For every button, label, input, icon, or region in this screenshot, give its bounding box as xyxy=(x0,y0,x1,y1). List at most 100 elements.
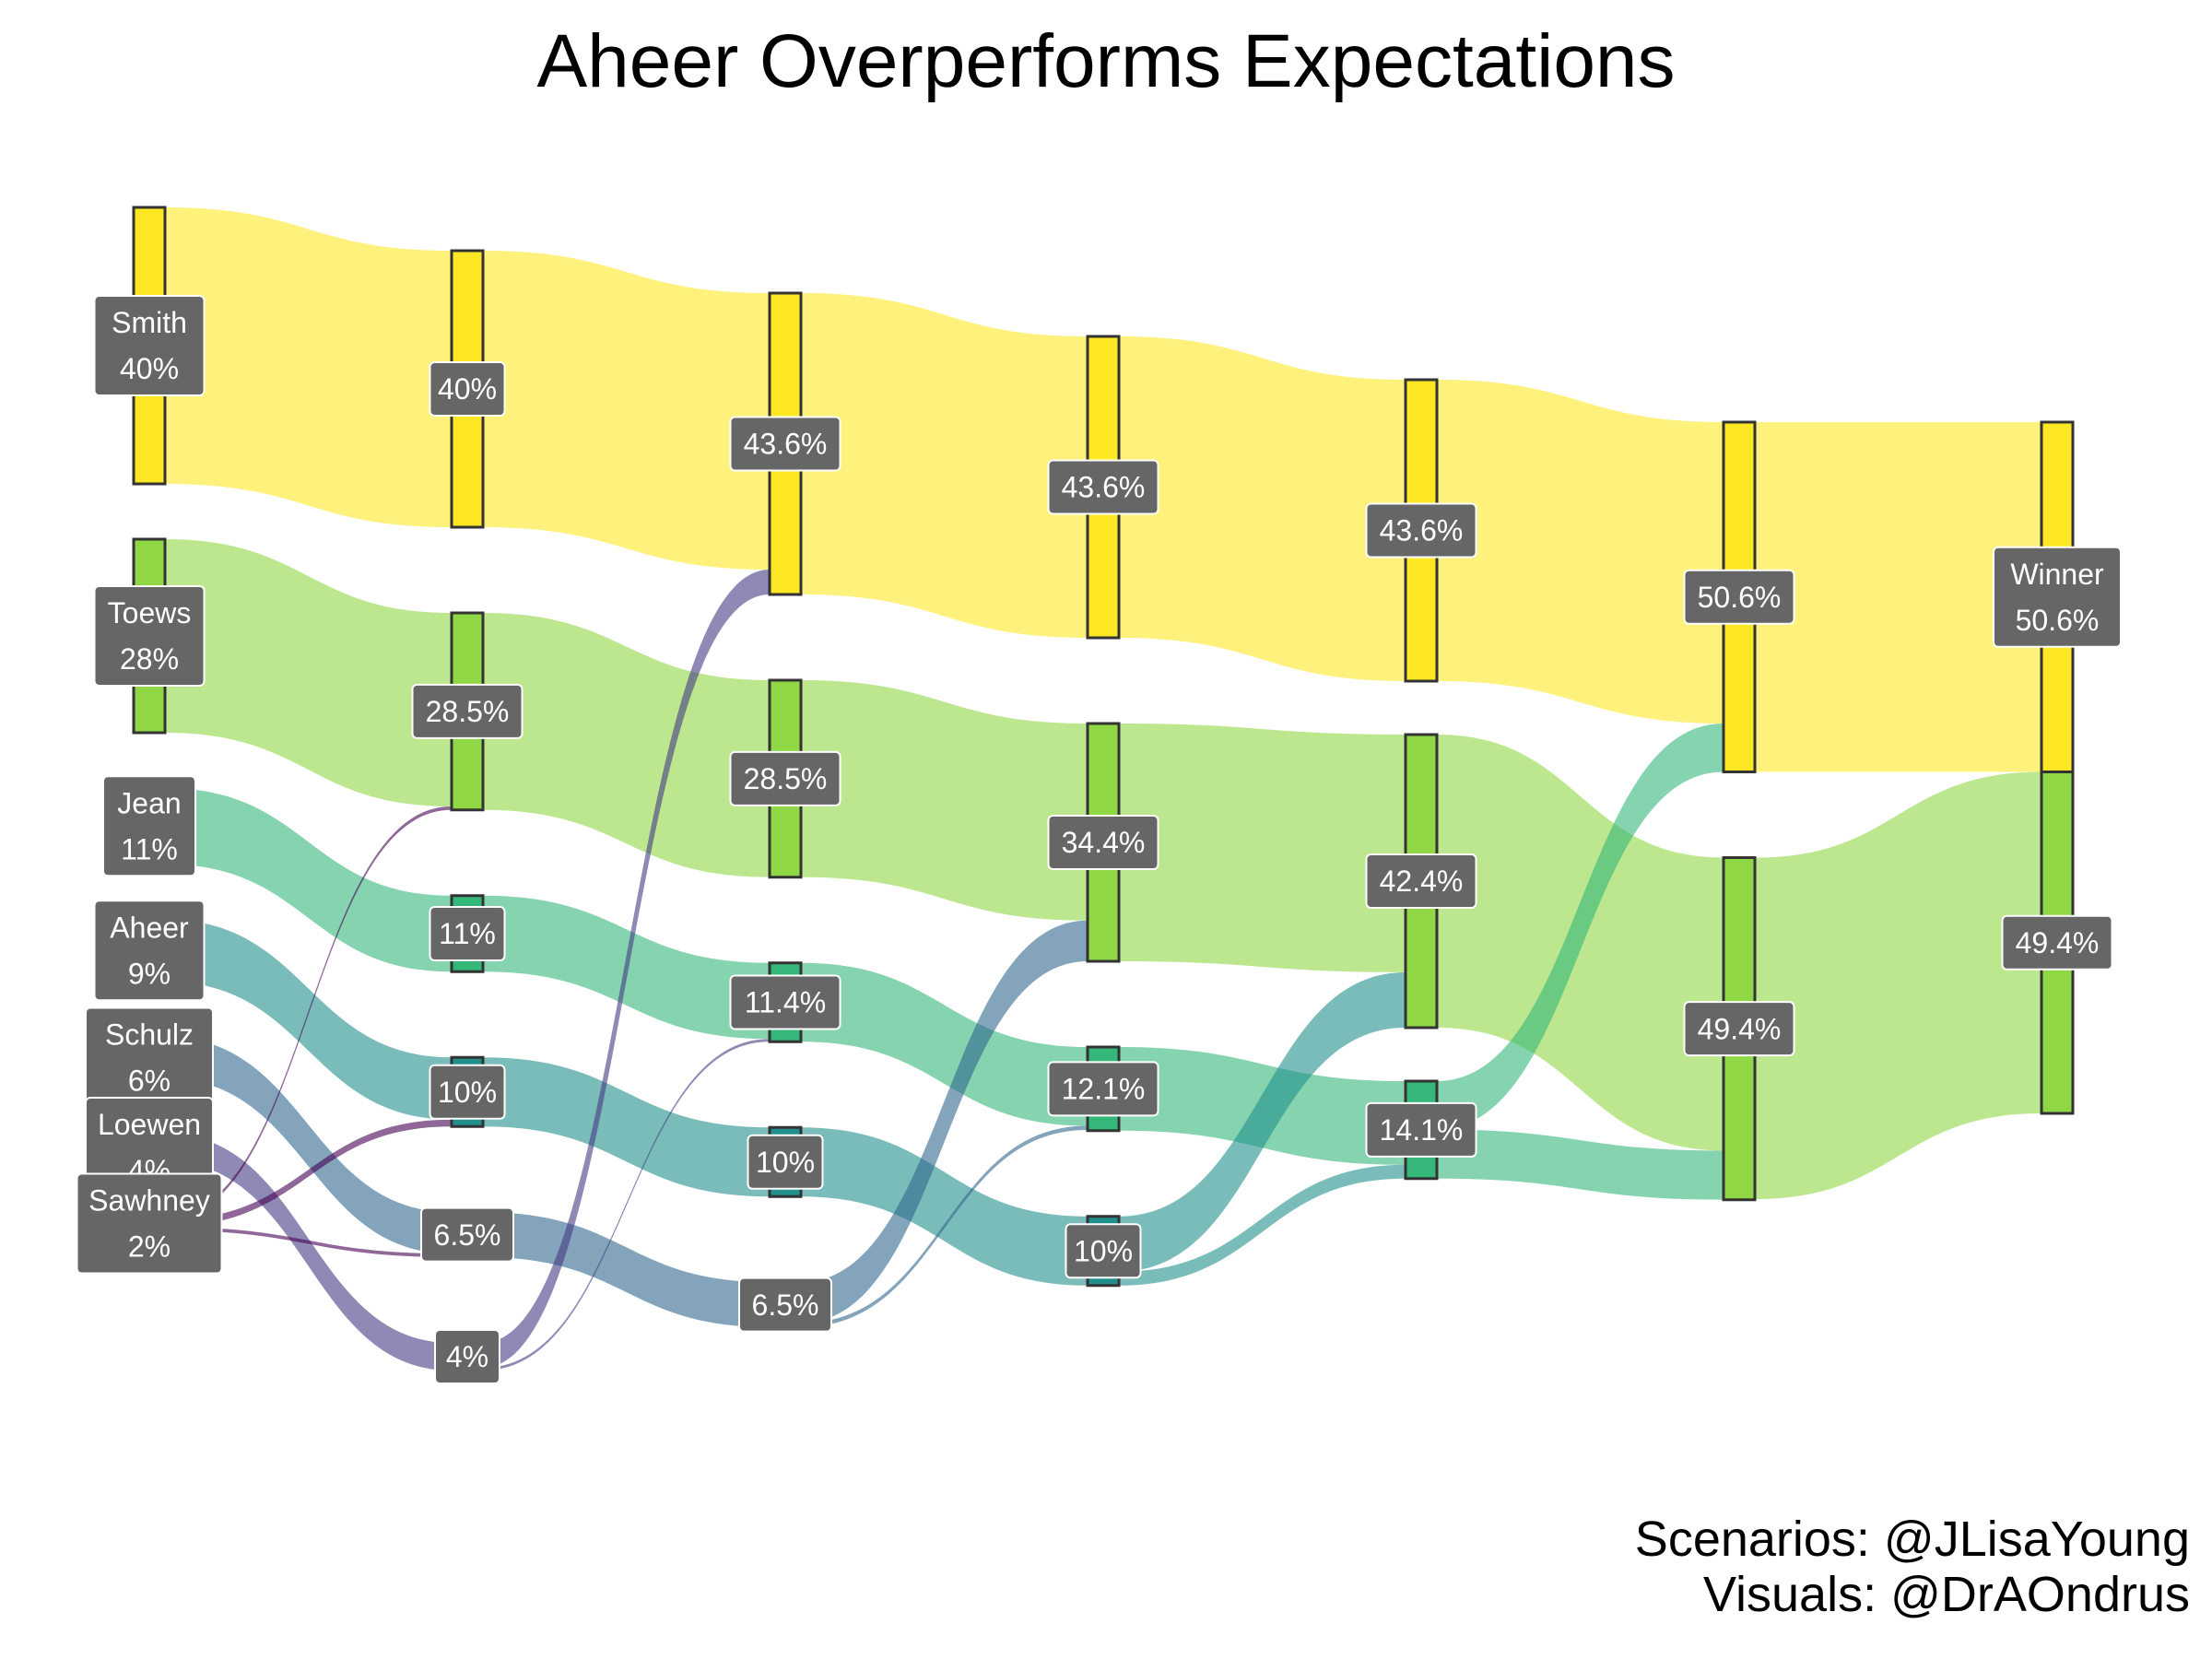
node-label-s0-Aheer: Aheer 9% xyxy=(93,900,206,1002)
node-label-s1-Smith: 40% xyxy=(429,361,506,417)
node-value-text: 10% xyxy=(438,1076,497,1109)
node-value-text: 28.5% xyxy=(744,762,828,795)
node-label-box xyxy=(729,416,841,472)
node-name-text: Winner xyxy=(2010,558,2104,591)
flow-link-s0-Aheer-to-s1-Aheer xyxy=(165,919,452,1120)
node-label-s0-Sawhney: Sawhney 2% xyxy=(76,1172,223,1275)
flow-link-s0-Smith-to-s1-Smith xyxy=(165,207,452,527)
flow-link-s4-Jean-to-s5-Smith xyxy=(1437,724,1724,1130)
flow-link-s1-Aheer-to-s2-Aheer xyxy=(483,1057,770,1197)
node-label-box xyxy=(1993,546,2122,648)
node-label-s4-Toews: 42.4% xyxy=(1365,853,1477,909)
node-value-text: 43.6% xyxy=(1380,514,1464,547)
node-value-text: 28% xyxy=(120,642,179,676)
flow-link-s3-Smith-to-s4-Smith xyxy=(1119,336,1406,681)
node-label-s0-Smith: Smith 40% xyxy=(93,295,206,396)
node-label-box xyxy=(1365,1101,1477,1158)
node-value-text: 6.5% xyxy=(752,1288,819,1322)
node-label-s1-Loewen: 4% xyxy=(434,1329,500,1384)
flow-link-s2-Toews-to-s3-Toews xyxy=(801,680,1088,921)
credit-visuals: Visuals: @DrAOndrus xyxy=(1702,1567,2190,1622)
node-label-s4-Jean: 14.1% xyxy=(1365,1101,1477,1158)
node-value-text: 11% xyxy=(439,917,496,950)
node-value-text: 40% xyxy=(438,372,497,406)
node-name-text: Jean xyxy=(117,786,181,819)
node-label-s0-Jean: Jean 11% xyxy=(102,775,196,877)
flow-link-s1-Loewen-to-s2-Smith xyxy=(483,570,770,1368)
node-label-box xyxy=(411,683,524,739)
flow-link-s0-Sawhney-to-s1-Aheer xyxy=(165,1119,452,1228)
node-value-text: 42.4% xyxy=(1380,865,1464,898)
flow-link-s3-Aheer-to-s4-Jean xyxy=(1119,1164,1406,1286)
node-name-text: Smith xyxy=(112,306,187,339)
node-label-s5-Smith: 50.6% xyxy=(1683,569,1795,625)
node-value-text: 14.1% xyxy=(1380,1113,1464,1147)
node-value-text: 9% xyxy=(128,957,171,990)
flow-link-s2-Jean-to-s3-Jean xyxy=(801,962,1088,1126)
node-label-box xyxy=(729,974,841,1030)
node-label-box xyxy=(1065,1223,1142,1279)
node-label-box xyxy=(93,900,206,1002)
node-value-text: 10% xyxy=(1074,1234,1133,1267)
node-label-box xyxy=(1683,1001,1795,1057)
node-label-box xyxy=(429,906,506,961)
flow-link-s5-Smith-to-s6-Smith xyxy=(1755,422,2041,772)
flow-link-s2-Aheer-to-s3-Aheer xyxy=(801,1127,1088,1286)
node-label-box xyxy=(1365,502,1477,559)
node-label-s6-Toews: 49.4% xyxy=(2001,914,2113,971)
flow-link-s3-Aheer-to-s4-Toews xyxy=(1119,972,1406,1272)
node-value-text: 50.6% xyxy=(2016,604,2100,637)
node-value-text: 34.4% xyxy=(1062,826,1146,859)
node-value-text: 6% xyxy=(128,1065,171,1098)
flow-link-s4-Smith-to-s5-Smith xyxy=(1437,380,1724,724)
node-name-text: Aheer xyxy=(110,911,189,944)
node-label-s4-Smith: 43.6% xyxy=(1365,502,1477,559)
node-value-text: 40% xyxy=(120,352,179,385)
flow-link-s0-Sawhney-to-s1-Toews xyxy=(165,806,452,1220)
node-label-s1-Aheer: 10% xyxy=(429,1064,506,1120)
node-label-s1-Jean: 11% xyxy=(429,906,506,961)
flow-link-s0-Loewen-to-s1-Loewen xyxy=(165,1134,452,1371)
node-label-s1-Schulz: 6.5% xyxy=(420,1206,514,1263)
node-name-text: Toews xyxy=(108,596,192,629)
node-label-s0-Schulz: Schulz 6% xyxy=(85,1006,214,1109)
node-label-box xyxy=(434,1329,500,1384)
flow-link-s1-Toews-to-s2-Toews xyxy=(483,613,770,877)
node-label-s6-Smith: Winner 50.6% xyxy=(1993,546,2122,648)
credits: Scenarios: @JLisaYoung Visuals: @DrAOndr… xyxy=(1635,1512,2190,1622)
flow-link-s5-Toews-to-s6-Toews xyxy=(1755,771,2041,1199)
node-value-text: 50.6% xyxy=(1698,581,1782,614)
node-value-text: 49.4% xyxy=(1698,1012,1782,1045)
node-name-text: Schulz xyxy=(105,1018,194,1052)
flow-link-s1-Schulz-to-s2-Schulz xyxy=(483,1212,770,1327)
node-labels: Smith 40% Toews 28% Jean 11% Aheer 9% Schulz 6% Lo… xyxy=(76,295,2122,1384)
node-label-s3-Toews: 34.4% xyxy=(1047,815,1159,870)
node-label-s3-Smith: 43.6% xyxy=(1047,459,1159,515)
node-value-text: 28.5% xyxy=(426,695,510,728)
node-label-box xyxy=(93,585,206,687)
flow-link-s0-Sawhney-to-s1-Schulz xyxy=(165,1227,452,1257)
flow-link-s1-Smith-to-s2-Smith xyxy=(483,251,770,570)
node-label-box xyxy=(429,1064,506,1120)
flow-link-s1-Loewen-to-s2-Jean xyxy=(483,1039,770,1371)
node-value-text: 12.1% xyxy=(1062,1073,1146,1106)
node-label-s2-Smith: 43.6% xyxy=(729,416,841,472)
credit-scenarios: Scenarios: @JLisaYoung xyxy=(1634,1512,2190,1567)
node-value-text: 43.6% xyxy=(1062,471,1146,504)
node-label-box xyxy=(420,1206,514,1263)
node-label-s3-Jean: 12.1% xyxy=(1047,1061,1159,1117)
node-label-box xyxy=(76,1172,223,1275)
flow-links xyxy=(165,207,2041,1371)
node-label-box xyxy=(102,775,196,877)
node-label-box xyxy=(729,750,841,806)
flow-link-s0-Schulz-to-s1-Schulz xyxy=(165,1037,452,1254)
node-label-s5-Toews: 49.4% xyxy=(1683,1001,1795,1057)
node-value-text: 6.5% xyxy=(434,1218,501,1252)
node-label-box xyxy=(1047,815,1159,870)
node-label-box xyxy=(738,1277,832,1333)
node-value-text: 43.6% xyxy=(744,428,828,461)
node-label-s2-Aheer: 10% xyxy=(747,1134,824,1190)
node-label-s2-Toews: 28.5% xyxy=(729,750,841,806)
flow-link-s0-Toews-to-s1-Toews xyxy=(165,539,452,806)
